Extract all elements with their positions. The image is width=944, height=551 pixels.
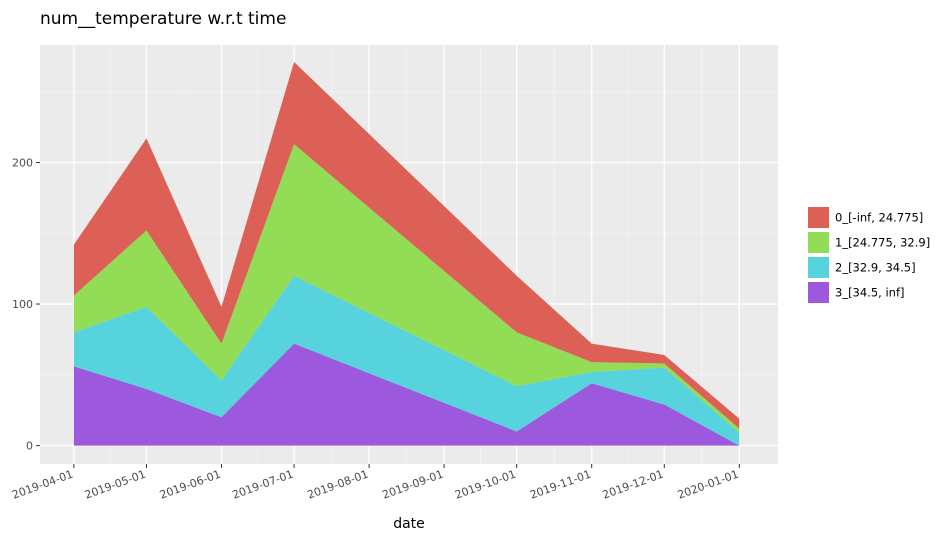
legend-label: 2_[32.9, 34.5] [835,261,916,275]
legend: 0_[-inf, 24.775] 1_[24.775, 32.9] 2_[32.9,… [808,207,930,303]
x-tick-label: 2019-12-01 [601,468,666,502]
x-tick-label: 2019-08-01 [306,468,371,502]
legend-label: 0_[-inf, 24.775] [835,211,923,225]
area-series-1 [73,275,740,446]
legend-swatch [808,282,829,303]
area-series-2 [73,144,740,433]
y-tick-label: 100 [12,298,33,311]
area-series-3 [73,61,740,429]
legend-label: 1_[24.775, 32.9] [835,236,930,250]
legend-label: 3_[34.5, inf] [835,286,905,300]
x-tick-label: 2019-11-01 [528,468,593,502]
chart-title: num__temperature w.r.t time [40,9,286,29]
y-tick-label: 0 [26,440,33,453]
legend-swatch [808,257,829,278]
x-tick-label: 2019-05-01 [83,468,148,502]
legend-swatch [808,232,829,253]
area-series [73,61,740,446]
x-axis-ticks: 2019-04-01 2019-05-01 2019-06-01 2019-07-01… [10,464,740,502]
y-tick-label: 200 [12,156,33,169]
x-tick-label: 2020-01-01 [676,468,741,502]
x-tick-label: 2019-06-01 [158,468,223,502]
x-tick-label: 2019-04-01 [10,468,75,502]
x-tick-label: 2019-09-01 [381,468,446,502]
area-series-0 [73,343,740,446]
x-tick-label: 2019-10-01 [453,468,518,502]
y-axis-ticks: 0 100 200 [12,156,40,453]
x-tick-label: 2019-07-01 [231,468,296,502]
legend-swatch [808,207,829,228]
x-axis-title: date [393,516,425,532]
